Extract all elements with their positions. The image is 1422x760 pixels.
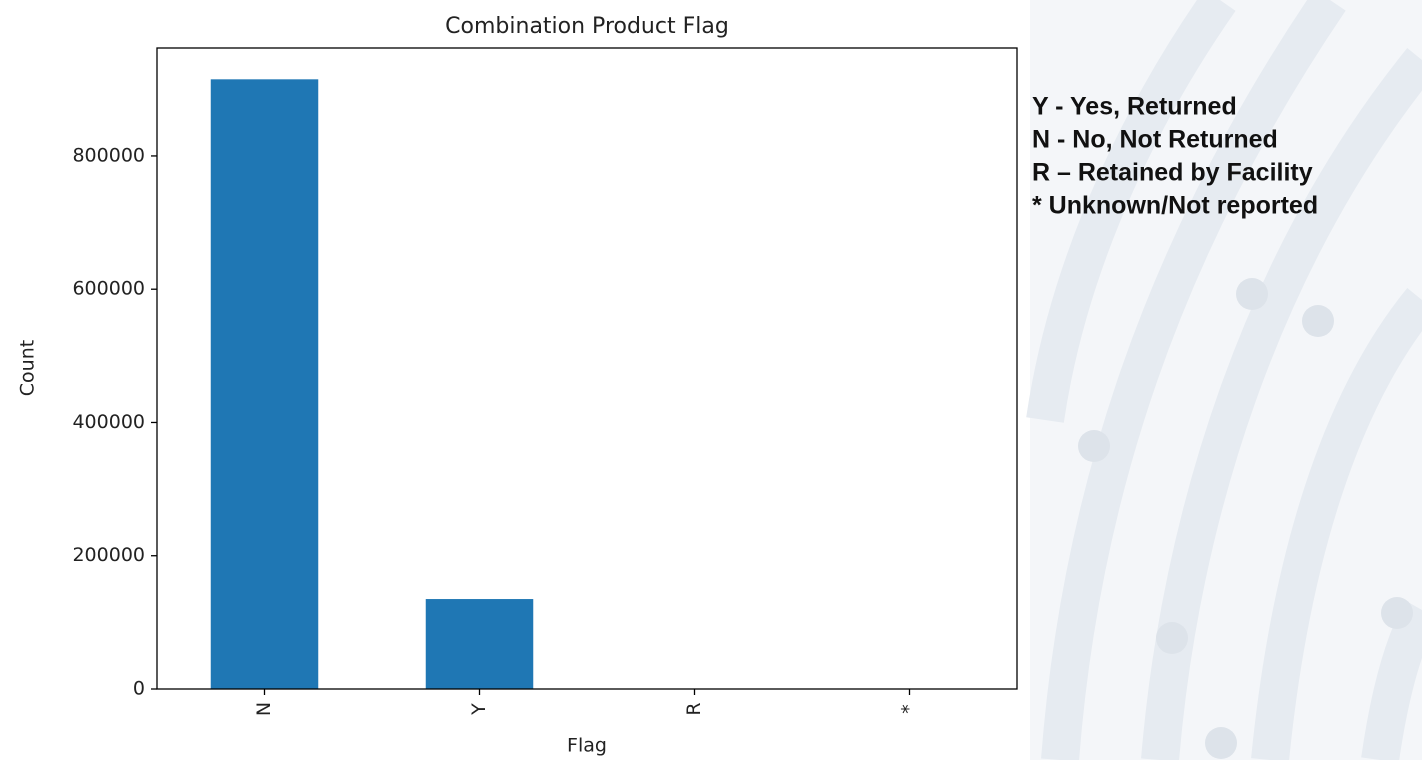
note: N - No, Not Returned	[1032, 126, 1278, 154]
y-tick-label: 800000	[72, 144, 145, 166]
y-axis-label: Count	[17, 340, 39, 396]
x-tick-label: N	[253, 702, 275, 716]
note: * Unknown/Not reported	[1032, 192, 1318, 220]
chart-title: Combination Product Flag	[445, 14, 729, 39]
legend-notes: Y - Yes, Returned N - No, Not Returned R –…	[1032, 93, 1318, 220]
x-axis-label: Flag	[567, 735, 607, 757]
note: R – Retained by Facility	[1032, 159, 1313, 187]
bar	[425, 599, 534, 689]
plot-frame	[156, 47, 1018, 690]
y-tick-label: 0	[133, 678, 145, 700]
background-decoration	[1026, 0, 1422, 760]
y-tick-label: 600000	[72, 278, 145, 300]
y-tick-label: 400000	[72, 411, 145, 433]
note: Y - Yes, Returned	[1032, 93, 1237, 121]
bar	[210, 79, 319, 690]
x-tick-label: R	[683, 702, 705, 715]
y-tick-label: 200000	[72, 544, 145, 566]
x-tick-label: Y	[468, 703, 490, 716]
x-tick-label: *	[898, 704, 920, 714]
